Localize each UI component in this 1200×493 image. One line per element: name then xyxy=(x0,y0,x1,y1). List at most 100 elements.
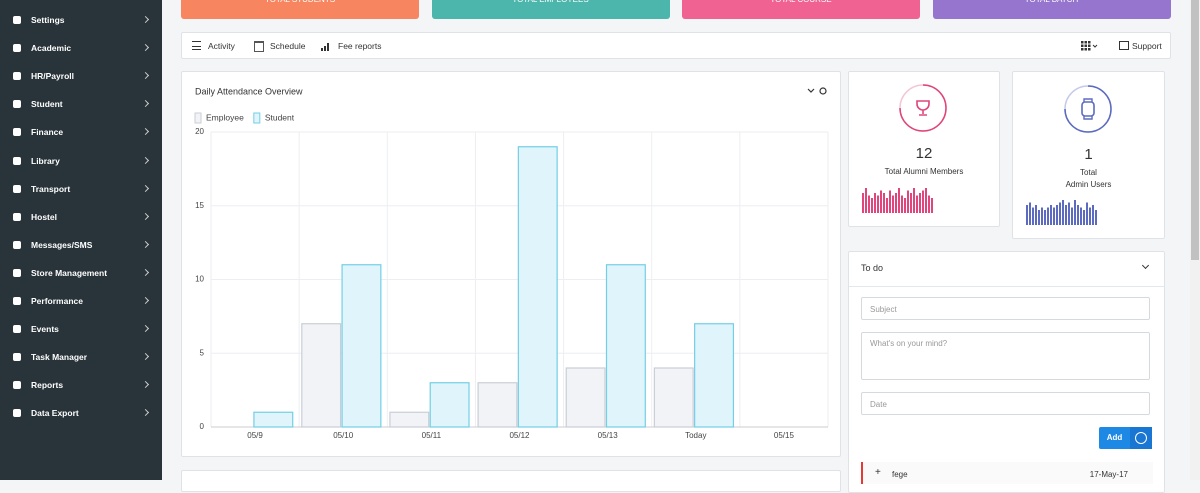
sidebar-item[interactable]: Finance xyxy=(0,122,162,142)
sidebar-item[interactable]: Store Management xyxy=(0,263,162,283)
tab[interactable]: Fee reports xyxy=(338,41,382,51)
date-input[interactable]: Date xyxy=(861,392,1150,415)
y-tick-label: 15 xyxy=(195,201,204,210)
todo-title: To do xyxy=(861,263,884,273)
stat-card[interactable]: TOTAL BATCH xyxy=(932,0,1171,19)
sparkline-bar xyxy=(1086,202,1088,225)
tab[interactable]: Activity xyxy=(208,41,235,51)
todo-item-date: 17-May-17 xyxy=(1089,470,1128,479)
watch-icon xyxy=(1081,101,1095,117)
sidebar-label: Student xyxy=(31,99,63,110)
attendance-panel: Daily Attendance Overview Employee Studen… xyxy=(181,71,841,457)
add-label: Add xyxy=(1106,433,1123,442)
collapse-icon[interactable] xyxy=(1141,261,1150,270)
chevron xyxy=(141,353,150,361)
sparkline-bar xyxy=(1050,205,1052,225)
sidebar-icon xyxy=(13,409,21,418)
sparkline-bar xyxy=(1038,210,1040,225)
sidebar-item[interactable]: Performance xyxy=(0,291,162,311)
todo-item[interactable]: + fege 17-May-17 xyxy=(861,462,1153,484)
sparkline-bar xyxy=(865,188,867,213)
chevron xyxy=(141,184,150,192)
bar xyxy=(653,367,694,428)
sidebar-item[interactable]: Reports xyxy=(0,375,162,395)
chart-title: Daily Attendance Overview xyxy=(195,86,303,96)
sparkline-bar xyxy=(1026,205,1028,225)
bar xyxy=(694,323,735,428)
scroll-thumb[interactable] xyxy=(1191,0,1199,260)
sparkline-bar xyxy=(1092,205,1094,225)
legend-label: Employee xyxy=(206,112,244,122)
y-tick-label: 0 xyxy=(200,422,205,431)
stat-card[interactable]: TOTAL STUDENTS xyxy=(181,0,419,19)
bottom-panel xyxy=(181,470,841,492)
chart: Daily Attendance Overview Employee Studen… xyxy=(194,86,829,440)
subject-input[interactable]: Subject xyxy=(861,297,1150,320)
sidebar-label: Academic xyxy=(31,43,72,54)
watch-strap xyxy=(1083,98,1093,120)
bar xyxy=(605,264,646,428)
sparkline-bar xyxy=(892,195,894,213)
sidebar-label: Store Management xyxy=(31,267,108,278)
sidebar-item[interactable]: Academic xyxy=(0,38,162,58)
x-tick-label: 05/11 xyxy=(422,431,442,440)
sidebar-item[interactable]: Hostel xyxy=(0,207,162,227)
icon-ring-arc xyxy=(899,84,947,132)
sidebar-item[interactable]: Events xyxy=(0,319,162,339)
menu-icon-line xyxy=(192,49,201,50)
sidebar-icon xyxy=(13,72,21,81)
sparkline-bar xyxy=(889,190,891,213)
x-tick-label: 05/10 xyxy=(333,431,354,440)
add-button[interactable]: Add xyxy=(1099,427,1152,449)
bar xyxy=(341,264,382,428)
menu-icon xyxy=(192,41,201,47)
support-link[interactable]: Support xyxy=(1132,41,1162,51)
admin-graphic xyxy=(1026,85,1112,225)
chevron xyxy=(141,44,150,52)
alumni-card: 12 Total Alumni Members xyxy=(848,71,1000,227)
sidebar-icon xyxy=(13,325,21,334)
stat-card[interactable]: TOTAL EMPLOYEES xyxy=(431,0,670,19)
sidebar-item[interactable]: Data Export xyxy=(0,403,162,423)
sidebar-item[interactable]: Messages/SMS xyxy=(0,235,162,255)
stat-card-label: TOTAL EMPLOYEES xyxy=(512,0,588,4)
sidebar-icon xyxy=(13,100,21,109)
sidebar-icon xyxy=(13,156,21,165)
sparkline-bar xyxy=(1032,207,1034,225)
sidebar-label: Settings xyxy=(31,15,65,25)
scrollbar[interactable] xyxy=(1190,0,1200,480)
tab[interactable]: Schedule xyxy=(270,41,306,51)
chevron xyxy=(141,409,150,417)
collapse-icon[interactable] xyxy=(807,88,815,93)
sidebar-item[interactable]: Library xyxy=(0,151,162,171)
sparkline-bar xyxy=(868,195,870,213)
sparkline-bar xyxy=(925,188,927,213)
sidebar-icon xyxy=(13,44,21,53)
note-textarea[interactable]: What's on your mind? xyxy=(861,332,1150,380)
chevron xyxy=(141,325,150,333)
sidebar-item[interactable]: HR/Payroll xyxy=(0,66,162,86)
sidebar-icon xyxy=(13,381,21,390)
sidebar-item[interactable]: Task Manager xyxy=(0,347,162,367)
sidebar-label: Transport xyxy=(31,183,71,194)
sparkline-bar xyxy=(910,193,912,213)
sidebar-item[interactable]: Transport xyxy=(0,179,162,199)
apps-icon[interactable] xyxy=(1081,41,1099,51)
sparkline-bar xyxy=(1053,207,1055,225)
trophy-icon xyxy=(916,100,930,116)
sidebar-label: Task Manager xyxy=(31,352,88,363)
x-tick-label: 05/12 xyxy=(509,431,530,440)
sidebar-item[interactable]: Settings xyxy=(0,10,162,30)
sidebar-item[interactable]: Student xyxy=(0,94,162,114)
sparkline-bar xyxy=(862,193,864,213)
stat-card[interactable]: TOTAL COURSE xyxy=(682,0,920,19)
tab-bar: Activity Schedule Fee reports Support xyxy=(181,32,1171,59)
divider xyxy=(849,286,1164,287)
refresh-icon[interactable] xyxy=(819,87,827,95)
sparkline-bar xyxy=(898,188,900,213)
sparkline-bar xyxy=(1035,205,1037,225)
legend-label: Student xyxy=(265,112,295,122)
admin-count: 1 xyxy=(1084,146,1093,163)
bar xyxy=(477,382,518,428)
